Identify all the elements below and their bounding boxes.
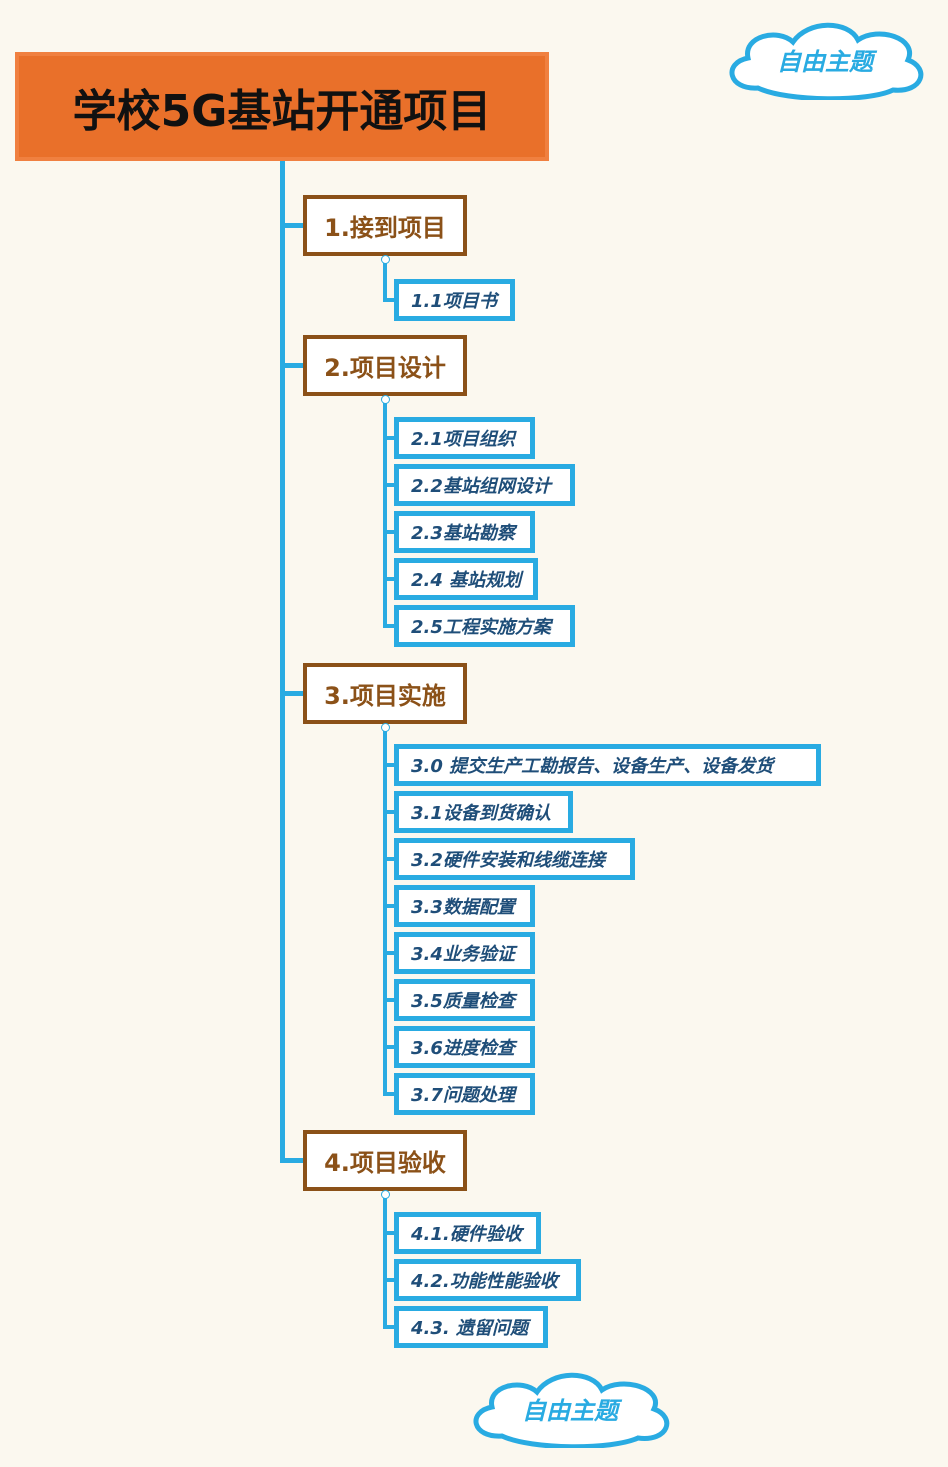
sub-connector bbox=[383, 396, 387, 626]
subtopic-label: 4.2.功能性能验收 bbox=[411, 1271, 558, 1292]
subtopic[interactable]: 3.2硬件安装和线缆连接 bbox=[394, 838, 635, 880]
subtopic[interactable]: 3.6进度检查 bbox=[394, 1026, 535, 1068]
branch-label: 2.项目设计 bbox=[324, 354, 446, 382]
subtopic-label: 3.0 提交生产工勘报告、设备生产、设备发货 bbox=[411, 756, 774, 777]
sub-connector-stub bbox=[383, 904, 395, 908]
subtopic[interactable]: 4.3. 遗留问题 bbox=[394, 1306, 548, 1348]
subtopic-label: 2.5工程实施方案 bbox=[411, 617, 551, 638]
collapse-toggle-icon[interactable] bbox=[381, 1190, 390, 1199]
root-topic[interactable]: 学校5G基站开通项目 bbox=[15, 52, 549, 161]
sub-connector-stub bbox=[383, 530, 395, 534]
subtopic[interactable]: 4.1.硬件验收 bbox=[394, 1212, 541, 1254]
sub-connector-stub bbox=[383, 483, 395, 487]
subtopic[interactable]: 3.5质量检查 bbox=[394, 979, 535, 1021]
collapse-toggle-icon[interactable] bbox=[381, 395, 390, 404]
subtopic-label: 2.1项目组织 bbox=[411, 429, 515, 450]
subtopic-label: 3.4业务验证 bbox=[411, 944, 515, 965]
subtopic[interactable]: 3.4业务验证 bbox=[394, 932, 535, 974]
sub-connector-stub bbox=[383, 1325, 395, 1329]
subtopic[interactable]: 3.3数据配置 bbox=[394, 885, 535, 927]
subtopic-label: 3.6进度检查 bbox=[411, 1038, 515, 1059]
sub-connector-stub bbox=[383, 763, 395, 767]
floating-topic-label: 自由主题 bbox=[522, 1396, 618, 1425]
subtopic-label: 3.1设备到货确认 bbox=[411, 803, 551, 824]
sub-connector-stub bbox=[383, 624, 395, 628]
subtopic-label: 2.4 基站规划 bbox=[411, 570, 522, 591]
subtopic[interactable]: 1.1项目书 bbox=[394, 279, 515, 321]
sub-connector-stub bbox=[383, 951, 395, 955]
floating-topic-2[interactable]: 自由主题 bbox=[462, 1368, 678, 1448]
subtopic-label: 3.2硬件安装和线缆连接 bbox=[411, 850, 605, 871]
subtopic[interactable]: 3.0 提交生产工勘报告、设备生产、设备发货 bbox=[394, 744, 821, 786]
branch-connector bbox=[282, 223, 304, 228]
branch-label: 3.项目实施 bbox=[324, 682, 446, 710]
subtopic[interactable]: 4.2.功能性能验收 bbox=[394, 1259, 581, 1301]
subtopic[interactable]: 2.5工程实施方案 bbox=[394, 605, 575, 647]
sub-connector-stub bbox=[383, 1231, 395, 1235]
branch-connector bbox=[282, 363, 304, 368]
sub-connector bbox=[383, 724, 387, 1094]
subtopic-label: 2.2基站组网设计 bbox=[411, 476, 551, 497]
root-title: 学校5G基站开通项目 bbox=[72, 85, 492, 137]
subtopic-label: 2.3基站勘察 bbox=[411, 523, 515, 544]
sub-connector bbox=[383, 256, 387, 300]
subtopic[interactable]: 2.2基站组网设计 bbox=[394, 464, 575, 506]
subtopic-label: 4.3. 遗留问题 bbox=[411, 1318, 528, 1339]
sub-connector-stub bbox=[383, 1045, 395, 1049]
sub-connector bbox=[383, 1191, 387, 1327]
collapse-toggle-icon[interactable] bbox=[381, 255, 390, 264]
subtopic-label: 3.5质量检查 bbox=[411, 991, 515, 1012]
sub-connector-stub bbox=[383, 810, 395, 814]
subtopic-label: 3.3数据配置 bbox=[411, 897, 515, 918]
subtopic[interactable]: 2.4 基站规划 bbox=[394, 558, 538, 600]
subtopic[interactable]: 2.3基站勘察 bbox=[394, 511, 535, 553]
branch-connector bbox=[282, 1158, 304, 1163]
subtopic-label: 1.1项目书 bbox=[411, 291, 497, 312]
collapse-toggle-icon[interactable] bbox=[381, 723, 390, 732]
trunk-connector bbox=[280, 161, 285, 1163]
branch-label: 4.项目验收 bbox=[324, 1149, 446, 1177]
subtopic-label: 4.1.硬件验收 bbox=[411, 1224, 522, 1245]
subtopic[interactable]: 3.7问题处理 bbox=[394, 1073, 535, 1115]
sub-connector-stub bbox=[383, 1092, 395, 1096]
subtopic[interactable]: 2.1项目组织 bbox=[394, 417, 535, 459]
sub-connector-stub bbox=[383, 298, 395, 302]
floating-topic-label: 自由主题 bbox=[777, 47, 873, 76]
sub-connector-stub bbox=[383, 857, 395, 861]
branch-label: 1.接到项目 bbox=[324, 214, 446, 242]
branch-topic[interactable]: 3.项目实施 bbox=[303, 663, 467, 724]
subtopic[interactable]: 3.1设备到货确认 bbox=[394, 791, 573, 833]
branch-connector bbox=[282, 691, 304, 696]
sub-connector-stub bbox=[383, 1278, 395, 1282]
branch-topic[interactable]: 4.项目验收 bbox=[303, 1130, 467, 1191]
branch-topic[interactable]: 2.项目设计 bbox=[303, 335, 467, 396]
sub-connector-stub bbox=[383, 436, 395, 440]
sub-connector-stub bbox=[383, 998, 395, 1002]
sub-connector-stub bbox=[383, 577, 395, 581]
floating-topic-1[interactable]: 自由主题 bbox=[718, 18, 932, 100]
subtopic-label: 3.7问题处理 bbox=[411, 1085, 515, 1106]
branch-topic[interactable]: 1.接到项目 bbox=[303, 195, 467, 256]
